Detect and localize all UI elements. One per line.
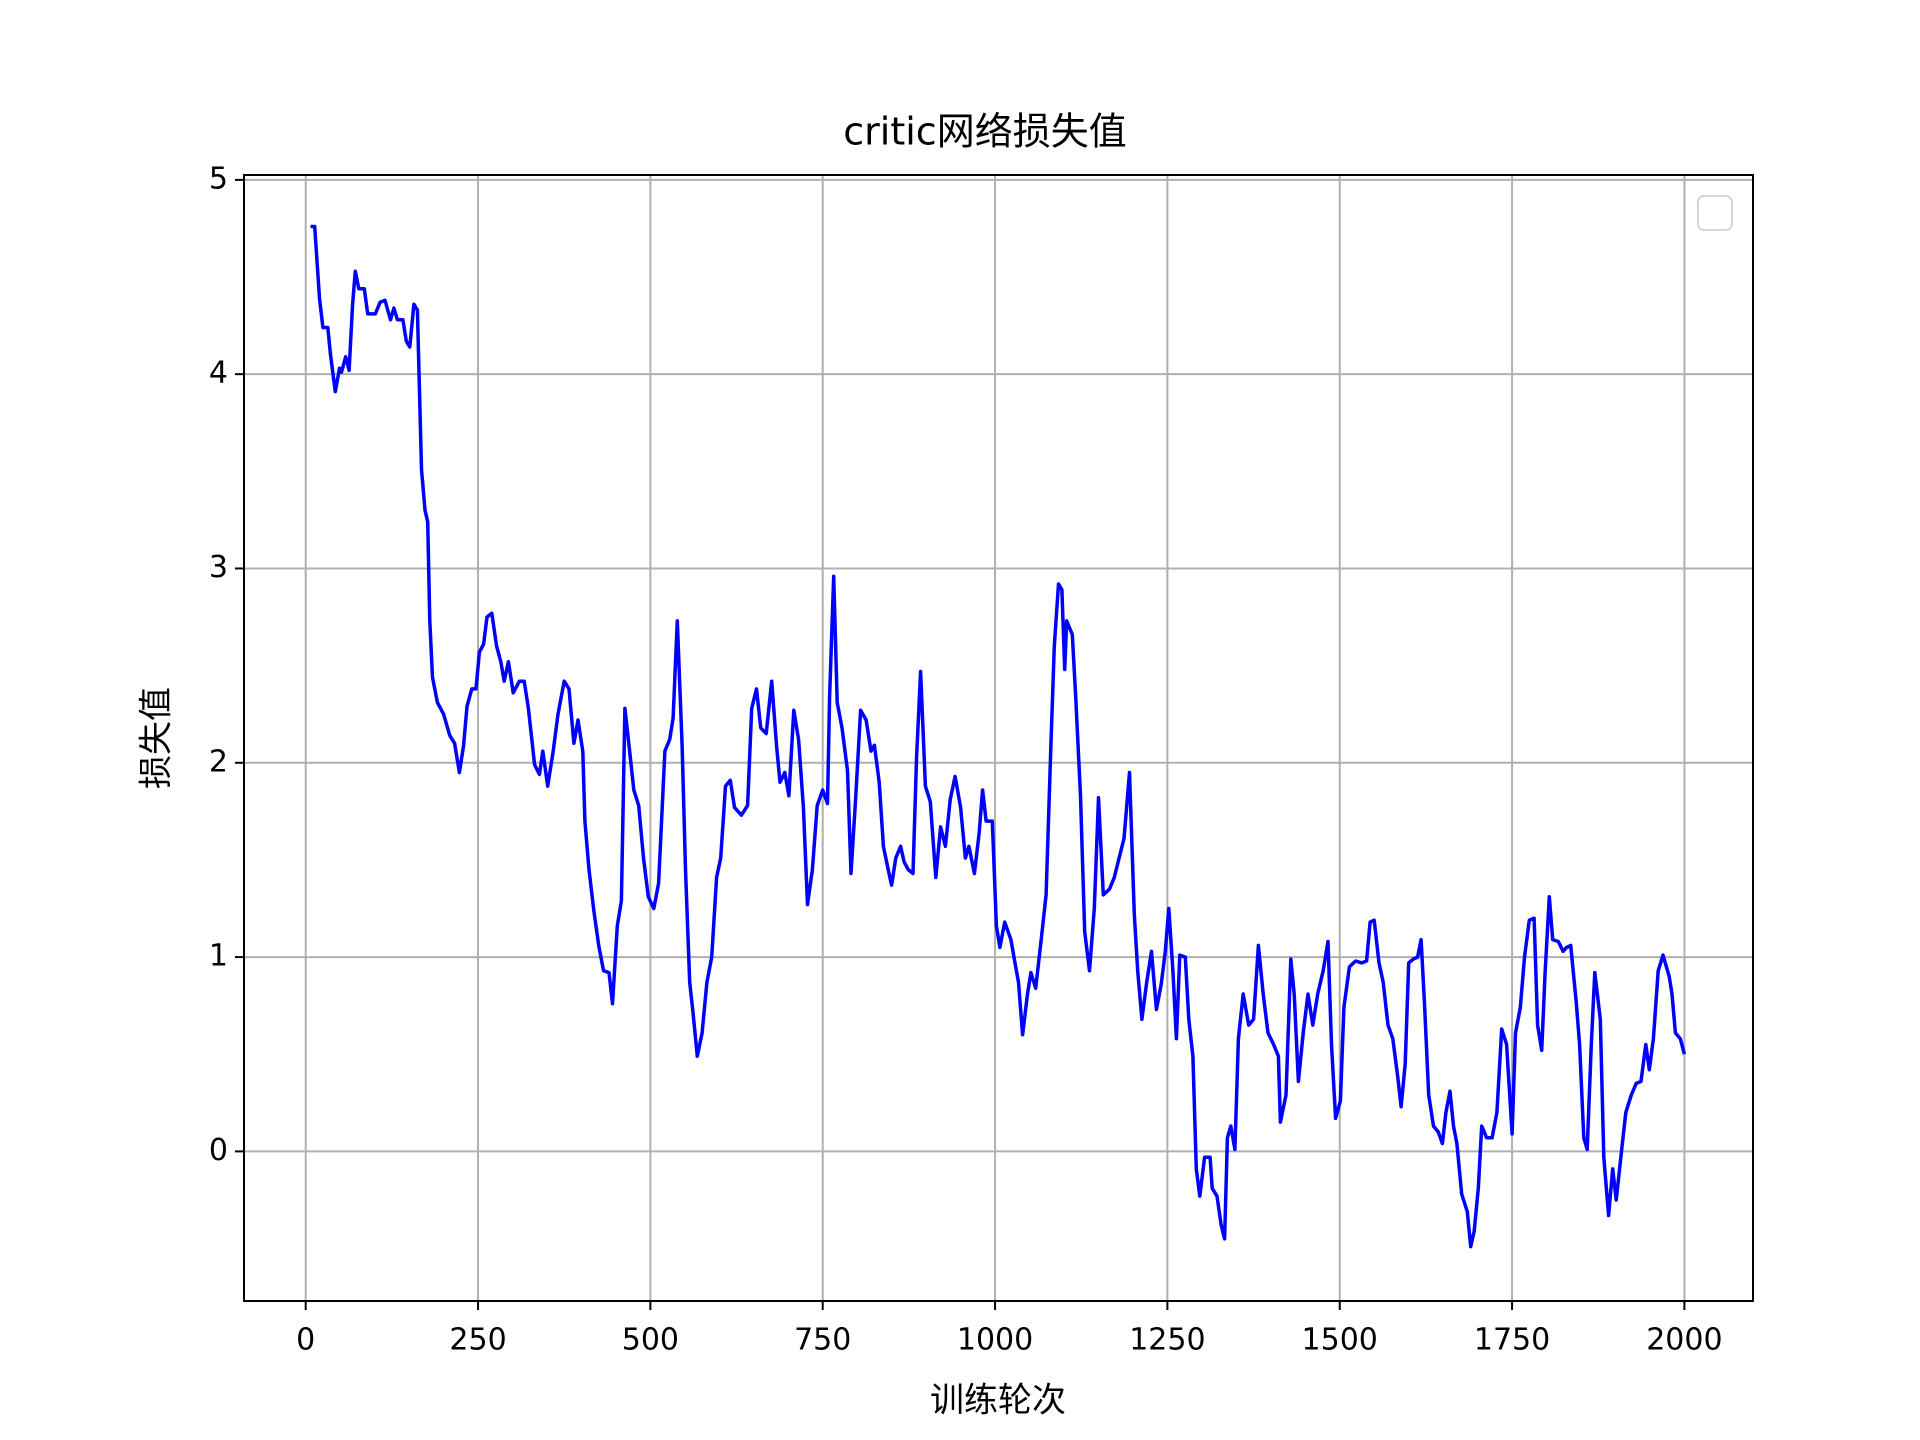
x-tick-label: 500	[622, 1323, 679, 1358]
plot-frame	[243, 174, 1754, 1302]
x-tick-label: 1000	[957, 1323, 1033, 1358]
x-tick-label: 1250	[1129, 1323, 1205, 1358]
y-tick-label: 4	[209, 356, 228, 391]
line-series	[310, 224, 1687, 1249]
y-axis-label: 损失值	[137, 687, 177, 789]
y-tick-label: 2	[209, 744, 228, 779]
y-tick-label: 1	[209, 939, 228, 974]
x-tick-label: 750	[794, 1323, 851, 1358]
legend	[1697, 195, 1733, 231]
y-tick-label: 5	[209, 161, 228, 196]
y-tick-label: 3	[209, 550, 228, 585]
x-tick-label: 2000	[1646, 1323, 1722, 1358]
x-tick-label: 1500	[1302, 1323, 1378, 1358]
y-tick-label: 0	[209, 1133, 228, 1168]
x-axis-label: 训练轮次	[930, 1381, 1066, 1421]
chart-title: critic网络损失值	[843, 110, 1126, 154]
x-tick-label: 250	[449, 1323, 506, 1358]
x-tick-label: 0	[296, 1323, 315, 1358]
x-tick-label: 1750	[1474, 1323, 1550, 1358]
